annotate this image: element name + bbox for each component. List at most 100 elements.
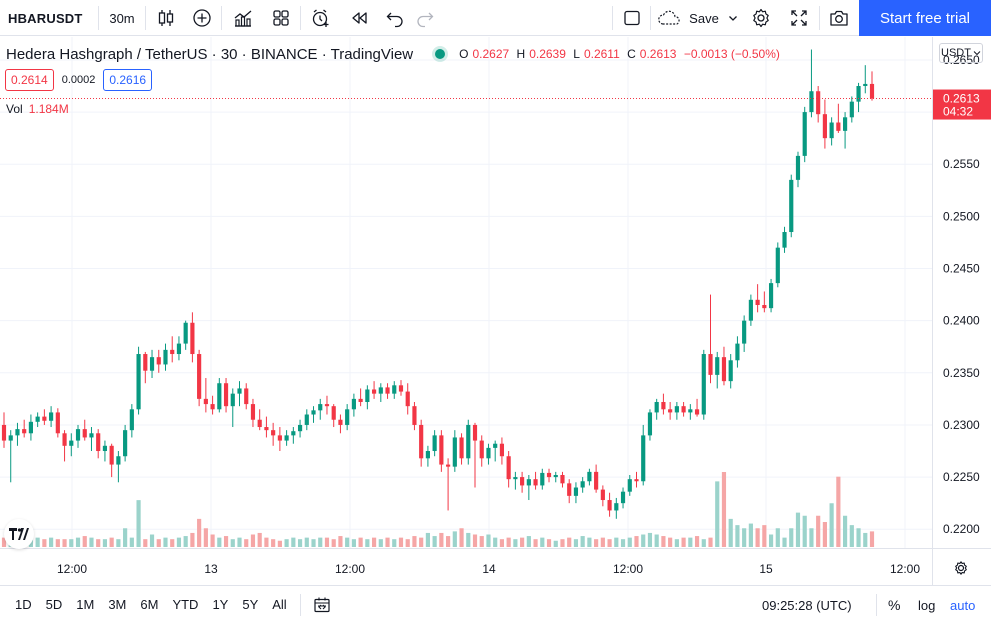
candle-body[interactable]	[493, 443, 498, 448]
candle-body[interactable]	[654, 402, 659, 413]
candle-body[interactable]	[291, 431, 296, 436]
candle-body[interactable]	[1, 424, 7, 441]
candle-body[interactable]	[8, 435, 13, 441]
candle-body[interactable]	[506, 456, 511, 480]
candle-body[interactable]	[284, 435, 289, 441]
undo-icon[interactable]	[380, 0, 410, 36]
candle-body[interactable]	[620, 491, 626, 504]
candle-body[interactable]	[735, 343, 740, 361]
range-button-ytd[interactable]: YTD	[172, 597, 199, 612]
candle-body[interactable]	[863, 83, 868, 87]
save-button[interactable]: Save	[654, 0, 742, 36]
candle-body[interactable]	[297, 424, 303, 432]
candle-body[interactable]	[22, 429, 27, 434]
candle-body[interactable]	[661, 402, 666, 410]
candle-body[interactable]	[210, 404, 215, 410]
layout-icon[interactable]	[264, 0, 298, 36]
candle-body[interactable]	[728, 360, 733, 382]
currency-selector[interactable]: USDT	[939, 43, 983, 63]
candle-body[interactable]	[809, 91, 814, 113]
candle-body[interactable]	[75, 429, 81, 441]
redo-icon[interactable]	[410, 0, 440, 36]
candle-body[interactable]	[49, 412, 54, 421]
candle-body[interactable]	[479, 440, 484, 459]
candle-body[interactable]	[607, 500, 612, 511]
candle-body[interactable]	[816, 91, 821, 115]
candle-body[interactable]	[230, 393, 235, 407]
buy-price-button[interactable]: 0.2616	[103, 69, 153, 91]
candle-body[interactable]	[520, 477, 525, 486]
candle-body[interactable]	[802, 112, 807, 156]
candle-body[interactable]	[869, 83, 875, 99]
rectangle-icon[interactable]	[616, 0, 648, 36]
candle-body[interactable]	[634, 479, 639, 482]
candle-body[interactable]	[439, 435, 444, 465]
range-button-6m[interactable]: 6M	[140, 597, 159, 612]
alert-icon[interactable]	[304, 0, 338, 36]
range-button-5y[interactable]: 5Y	[242, 597, 259, 612]
candle-body[interactable]	[42, 416, 47, 421]
candle-body[interactable]	[257, 419, 262, 428]
candle-body[interactable]	[694, 409, 700, 415]
interval-button[interactable]: 30m	[109, 10, 135, 26]
candle-body[interactable]	[452, 437, 457, 467]
candle-body[interactable]	[123, 430, 128, 457]
date-range-calendar-icon[interactable]	[312, 586, 332, 623]
candle-body[interactable]	[513, 477, 518, 480]
candle-body[interactable]	[109, 445, 114, 465]
candle-body[interactable]	[789, 179, 794, 233]
market-status-icon[interactable]	[435, 49, 446, 59]
range-button-3m[interactable]: 3M	[108, 597, 127, 612]
utc-clock[interactable]: 09:25:28 (UTC)	[762, 597, 852, 613]
candle-body[interactable]	[546, 472, 552, 478]
candle-body[interactable]	[358, 398, 363, 402]
candle-body[interactable]	[398, 385, 404, 392]
candle-body[interactable]	[378, 387, 383, 394]
candle-body[interactable]	[580, 481, 585, 488]
range-button-1m[interactable]: 1M	[76, 597, 95, 612]
candle-body[interactable]	[567, 483, 572, 496]
candle-body[interactable]	[755, 299, 760, 306]
candle-body[interactable]	[96, 433, 101, 452]
candle-body[interactable]	[28, 421, 34, 434]
candle-body[interactable]	[822, 114, 827, 139]
candle-body[interactable]	[190, 322, 195, 355]
candle-body[interactable]	[197, 354, 202, 399]
candle-body[interactable]	[102, 445, 108, 452]
camera-icon[interactable]	[822, 0, 856, 36]
candle-body[interactable]	[614, 503, 619, 511]
start-free-trial-button[interactable]: Start free trial	[859, 0, 991, 36]
candle-body[interactable]	[533, 479, 538, 486]
candle-body[interactable]	[277, 435, 282, 441]
candle-body[interactable]	[647, 412, 653, 436]
candle-body[interactable]	[371, 389, 377, 394]
candle-body[interactable]	[856, 86, 861, 102]
log-scale-toggle[interactable]: log	[918, 597, 936, 613]
candle-body[interactable]	[170, 349, 175, 355]
candle-body[interactable]	[203, 398, 208, 405]
candle-body[interactable]	[573, 487, 579, 496]
chart-settings-icon[interactable]	[955, 561, 967, 575]
candle-body[interactable]	[223, 383, 229, 407]
candle-body[interactable]	[432, 435, 437, 452]
replay-icon[interactable]	[342, 0, 376, 36]
candle-body[interactable]	[721, 357, 727, 382]
candle-body[interactable]	[250, 404, 256, 420]
candle-body[interactable]	[540, 472, 545, 486]
price-chart[interactable]: 0.26500.26000.25500.25000.24500.24000.23…	[0, 37, 991, 585]
candle-body[interactable]	[762, 305, 767, 309]
candle-body[interactable]	[176, 343, 182, 355]
candle-body[interactable]	[560, 475, 565, 484]
candle-body[interactable]	[715, 357, 720, 375]
candle-body[interactable]	[486, 447, 491, 459]
candle-body[interactable]	[69, 440, 74, 446]
candle-body[interactable]	[271, 430, 276, 436]
candle-body[interactable]	[688, 409, 693, 413]
candle-body[interactable]	[264, 427, 269, 431]
candle-body[interactable]	[782, 232, 787, 248]
candle-body[interactable]	[351, 398, 356, 410]
candle-body[interactable]	[472, 424, 478, 441]
candle-body[interactable]	[668, 409, 673, 413]
candle-body[interactable]	[163, 349, 168, 365]
candle-body[interactable]	[641, 435, 646, 482]
